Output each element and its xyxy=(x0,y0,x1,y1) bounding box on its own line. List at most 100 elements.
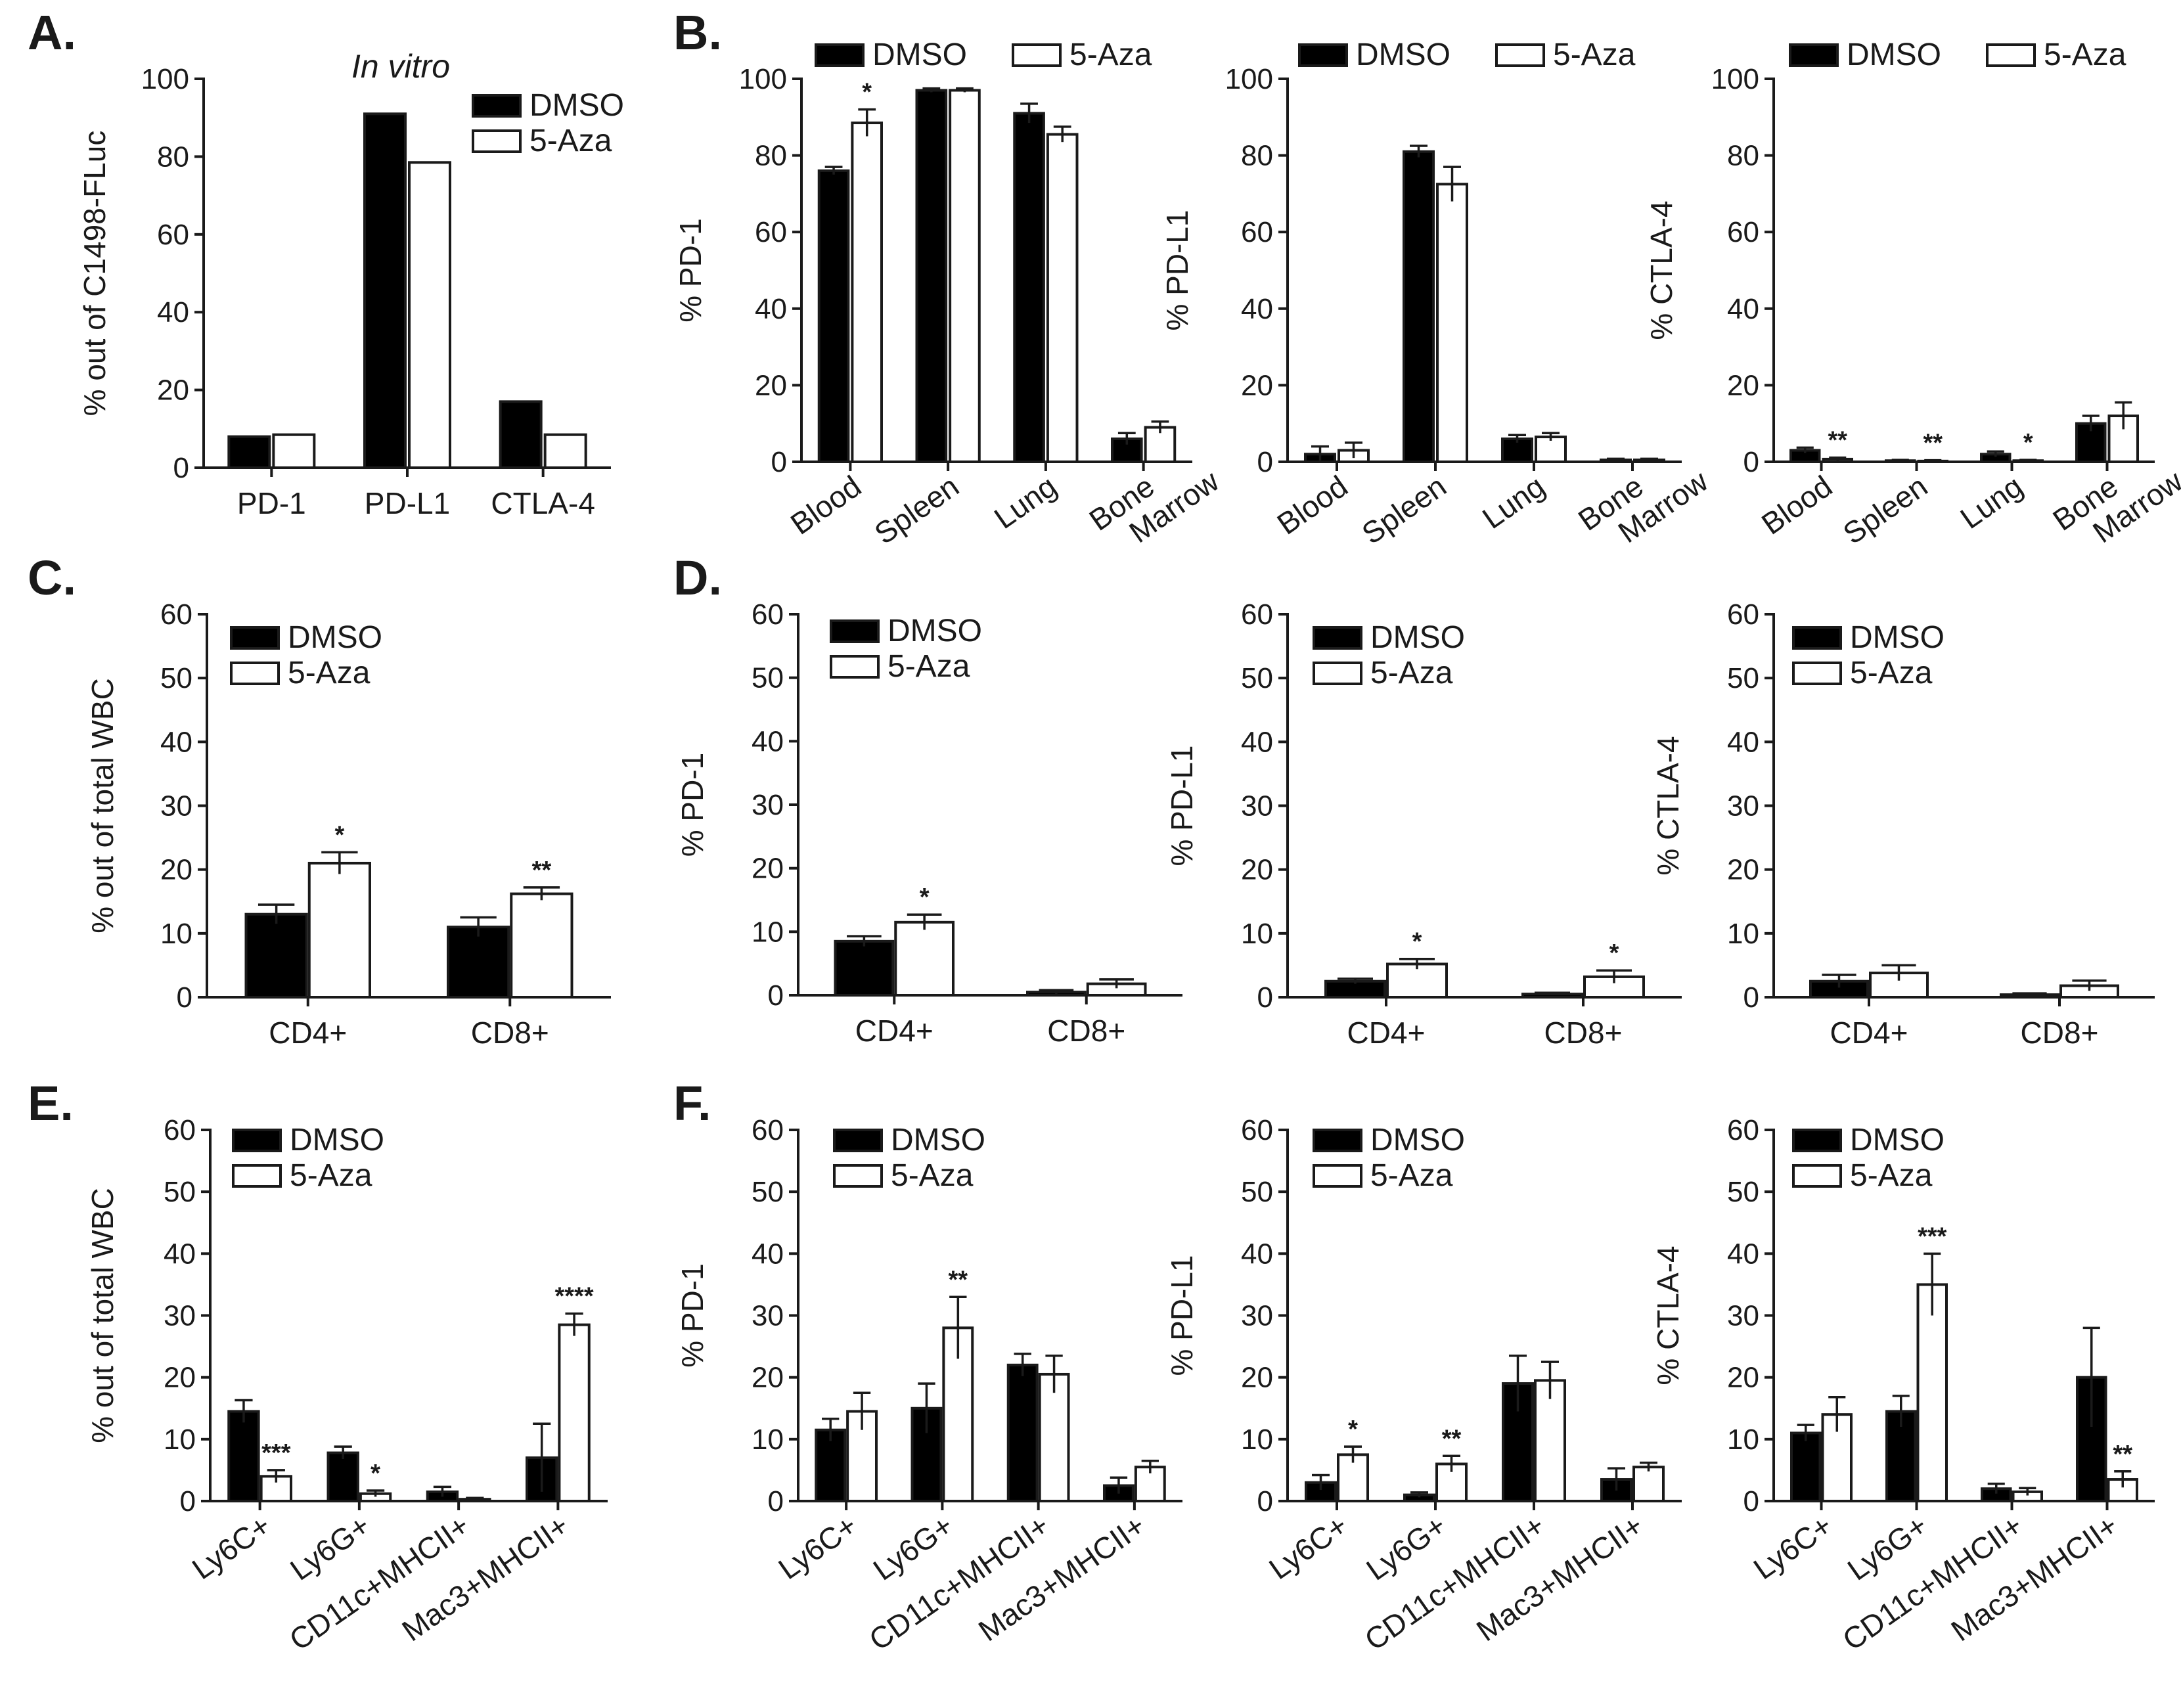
bar-aza xyxy=(851,122,883,464)
category-label-line: Spleen xyxy=(868,469,965,551)
y-tick-label: 60 xyxy=(755,216,787,248)
y-tick-label: 0 xyxy=(768,1485,784,1517)
bar-aza xyxy=(2107,1478,2138,1503)
y-tick-label: 100 xyxy=(141,63,189,95)
significance-marker: * xyxy=(2023,429,2033,457)
bar-aza xyxy=(272,433,316,469)
bar-dmso xyxy=(817,169,850,463)
legend-swatch-aza xyxy=(1313,1164,1362,1188)
significance-marker: *** xyxy=(1918,1223,1947,1250)
y-tick-label: 40 xyxy=(1727,293,1759,325)
y-tick-label: 20 xyxy=(1727,1362,1759,1394)
category-label-line: CD11c+MHCII+ xyxy=(1359,1508,1551,1657)
y-tick-label: 40 xyxy=(1727,726,1759,758)
significance-marker: ** xyxy=(1828,427,1847,455)
y-tick-label: 10 xyxy=(1727,1424,1759,1456)
legend-swatch-dmso xyxy=(232,1129,282,1152)
y-tick-label: 50 xyxy=(1241,1176,1273,1208)
category-label-line: Spleen xyxy=(1837,469,1933,551)
legend-label-aza: 5-Aza xyxy=(1370,1158,1453,1193)
y-tick-label: 20 xyxy=(1241,854,1273,886)
legend-label-aza: 5-Aza xyxy=(1069,37,1152,72)
y-tick-label: 30 xyxy=(160,790,192,822)
bar-dmso xyxy=(815,1428,847,1502)
y-tick-label: 40 xyxy=(1241,293,1273,325)
legend-label-aza: 5-Aza xyxy=(1553,37,1636,72)
y-tick-label: 40 xyxy=(160,726,192,758)
y-tick-label: 30 xyxy=(1727,1300,1759,1332)
category-label: Mac3+MHCII+ xyxy=(1470,1508,1650,1648)
y-tick-label: 20 xyxy=(1241,369,1273,401)
category-label: Ly6C+ xyxy=(1263,1508,1353,1586)
category-label: CD4+ xyxy=(1830,1016,1908,1050)
legend-label-dmso: DMSO xyxy=(1850,620,1945,655)
category-label-line: Blood xyxy=(1755,469,1838,541)
bar-dmso xyxy=(1013,112,1045,464)
bar-dmso xyxy=(447,926,510,999)
bar-aza xyxy=(510,892,573,999)
category-label: Spleen xyxy=(1356,469,1452,551)
y-tick-label: 50 xyxy=(160,662,192,694)
category-label-line: Mac3+MHCII+ xyxy=(1470,1508,1650,1648)
category-label: CD8+ xyxy=(1544,1016,1623,1050)
category-label: CD8+ xyxy=(1047,1014,1125,1048)
bar-aza xyxy=(1386,962,1448,999)
legend-label-dmso: DMSO xyxy=(1850,1123,1945,1157)
category-label: CD4+ xyxy=(1347,1016,1426,1050)
significance-marker: * xyxy=(371,1460,380,1487)
bar-aza xyxy=(558,1323,591,1502)
y-tick-label: 50 xyxy=(1727,662,1759,694)
significance-marker: * xyxy=(1609,939,1619,967)
bar-aza xyxy=(1534,1379,1566,1502)
legend-swatch-dmso xyxy=(833,1129,883,1152)
significance-marker: * xyxy=(1412,928,1422,956)
y-tick-label: 10 xyxy=(1241,918,1273,950)
y-tick-label: 20 xyxy=(157,374,189,407)
legend-label-dmso: DMSO xyxy=(1847,37,1941,72)
bar-dmso xyxy=(227,1410,260,1502)
legend-label-dmso: DMSO xyxy=(290,1123,384,1157)
chart-title: In vitro xyxy=(351,48,450,85)
y-tick-label: 30 xyxy=(1727,790,1759,822)
significance-marker: * xyxy=(920,884,930,911)
category-label: Ly6C+ xyxy=(1747,1508,1838,1586)
legend-label-aza: 5-Aza xyxy=(288,656,371,690)
y-tick-label: 80 xyxy=(157,141,189,173)
bar-aza xyxy=(1632,1466,1665,1502)
y-tick-label: 80 xyxy=(755,140,787,172)
bar-aza xyxy=(1916,1283,1948,1502)
category-label: Mac3+MHCII+ xyxy=(972,1508,1152,1648)
y-tick-label: 100 xyxy=(739,63,787,95)
y-tick-label: 50 xyxy=(164,1176,196,1208)
y-tick-label: 10 xyxy=(160,918,192,950)
legend-label-aza: 5-Aza xyxy=(891,1158,974,1193)
y-tick-label: 20 xyxy=(1727,854,1759,886)
y-tick-label: 60 xyxy=(157,219,189,251)
y-axis-title: % PD-L1 xyxy=(1165,1255,1199,1376)
chart-a: 0 20 40 60 80 100 % out of C1498-FLuc PD-1 PD-L1… xyxy=(78,48,624,520)
legend-swatch-aza xyxy=(833,1164,883,1188)
legend-label-aza: 5-Aza xyxy=(888,649,970,684)
y-tick-label: 30 xyxy=(1241,1300,1273,1332)
bar-aza xyxy=(1046,133,1079,463)
y-tick-label: 20 xyxy=(752,853,784,885)
y-axis-title: % out of total WBC xyxy=(85,678,120,933)
y-tick-label: 60 xyxy=(1241,216,1273,248)
legend-label-aza: 5-Aza xyxy=(2044,37,2126,72)
y-tick-label: 40 xyxy=(752,1238,784,1270)
chart-c: 0 10 20 30 40 50 60 % out of total WBC CD4+ CD8+ *… xyxy=(85,598,611,1050)
category-label-line: Mac3+MHCII+ xyxy=(395,1508,575,1648)
category-label: Lung xyxy=(1954,469,2029,535)
significance-marker: ** xyxy=(532,857,552,884)
legend-swatch-dmso xyxy=(472,94,522,118)
category-label: BoneMarrow xyxy=(1572,436,1715,564)
y-tick-label: 0 xyxy=(771,446,787,478)
legend-label-dmso: DMSO xyxy=(888,614,982,648)
legend-swatch-dmso xyxy=(1313,1129,1362,1152)
